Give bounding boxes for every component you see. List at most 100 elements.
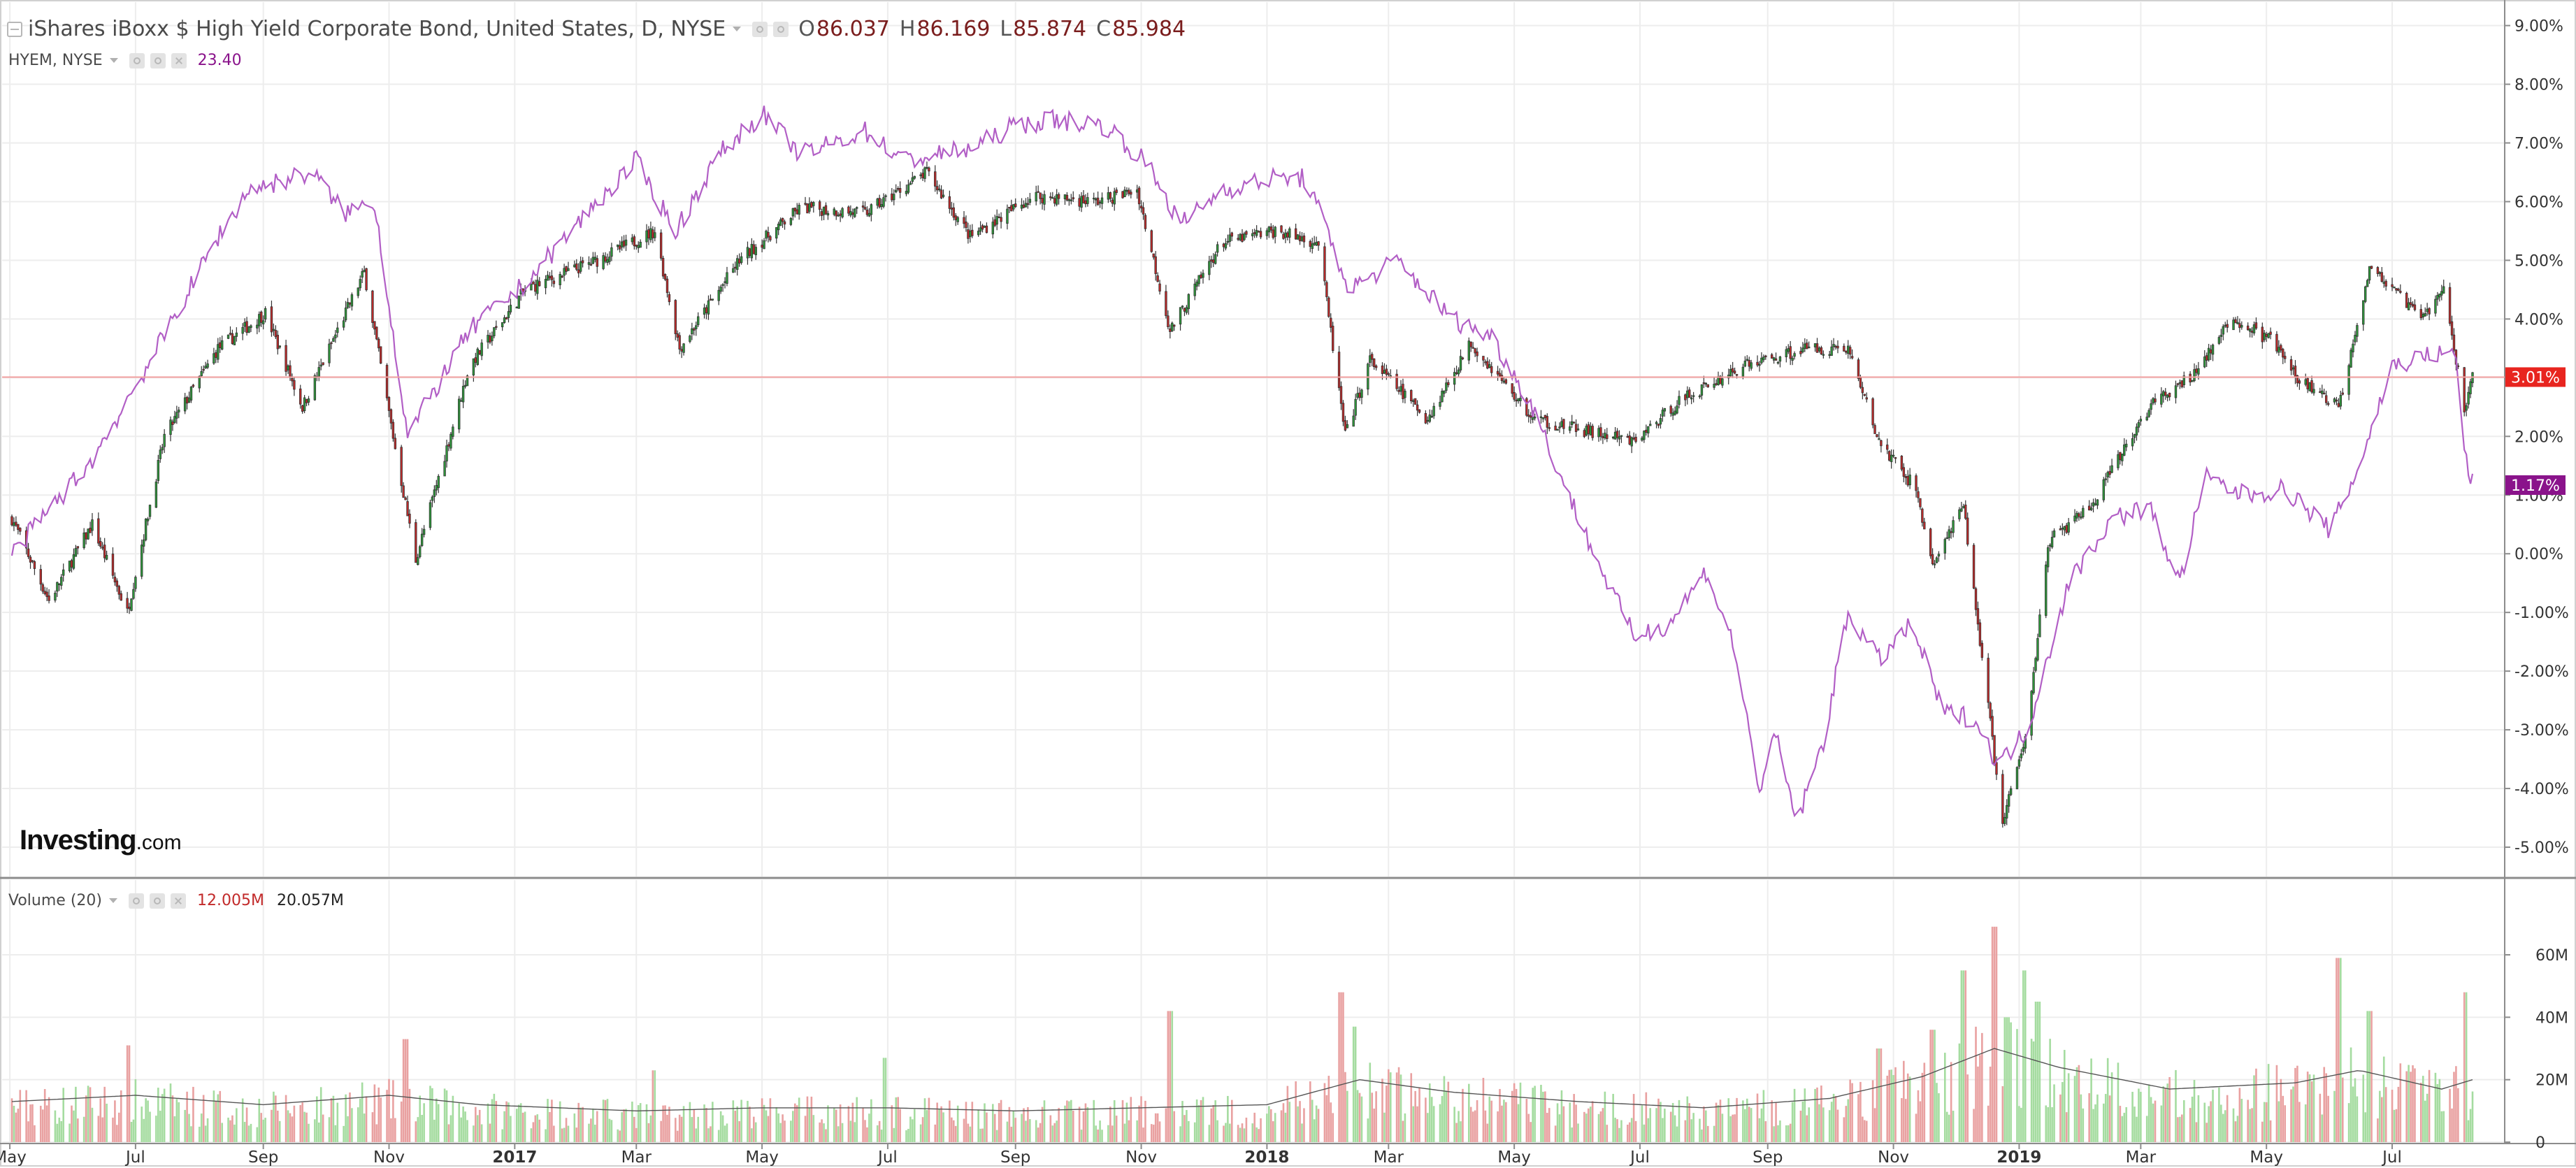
candle-body <box>2080 516 2082 519</box>
candle-body <box>1410 390 1413 401</box>
candle-body <box>532 281 535 284</box>
candle-body <box>913 175 916 179</box>
compare-series-legend[interactable]: HYEM, NYSE 23.40 <box>8 52 242 69</box>
volume-bar <box>1303 1108 1305 1142</box>
close-icon[interactable] <box>170 893 186 909</box>
volume-bar <box>1721 1113 1724 1142</box>
candle-body <box>1354 398 1357 416</box>
volume-bar <box>1462 1088 1464 1142</box>
volume-bar <box>1158 1121 1161 1142</box>
chevron-down-icon[interactable] <box>109 58 118 63</box>
candle-body <box>851 212 854 215</box>
volume-bar <box>2467 1120 2470 1142</box>
candle-body <box>2240 325 2243 328</box>
volume-bar <box>2410 1072 2412 1142</box>
volume-bar <box>604 1099 607 1142</box>
volume-bar <box>2179 1116 2181 1142</box>
candle-body <box>1758 363 1761 366</box>
last-price-badge <box>2505 367 2566 387</box>
volume-bar <box>2463 992 2466 1142</box>
low-key: L <box>1000 17 1012 41</box>
candle-body <box>126 598 129 609</box>
candle-body <box>2440 291 2443 296</box>
volume-bar <box>219 1090 222 1142</box>
volume-bar <box>118 1112 120 1142</box>
candle-body <box>1341 403 1345 422</box>
volume-bar <box>1173 1111 1176 1142</box>
candle-body <box>1051 197 1054 199</box>
settings-icon[interactable] <box>752 21 768 37</box>
volume-bar <box>2220 1104 2222 1142</box>
candle-body <box>1288 228 1291 238</box>
candle-body <box>2350 349 2352 368</box>
candle-body <box>317 367 320 377</box>
main-series-legend[interactable]: iShares iBoxx $ High Yield Corporate Bon… <box>7 17 1186 41</box>
collapse-icon[interactable] <box>7 21 22 37</box>
candle-body <box>515 306 518 309</box>
candle-body <box>711 298 714 301</box>
volume-bar <box>1412 1106 1414 1142</box>
candle-body <box>334 334 337 338</box>
close-icon[interactable] <box>171 52 187 69</box>
candle-body <box>1315 242 1318 246</box>
volume-legend[interactable]: Volume (20) 12.005M 20.057M <box>8 892 344 909</box>
candle-body <box>1137 187 1141 205</box>
candle-body <box>581 260 584 264</box>
time-axis[interactable]: May Jul Sep Nov 2017 Mar May Jul Sep Nov 2018 Mar Ma… <box>0 1144 2402 1167</box>
candle-body <box>624 239 628 246</box>
volume-bar <box>1632 1094 1635 1142</box>
chevron-down-icon[interactable] <box>733 27 742 31</box>
volume-bar <box>732 1100 735 1142</box>
candle-body <box>2131 438 2134 447</box>
volume-bar <box>336 1102 339 1142</box>
volume-bar <box>1008 1106 1011 1142</box>
chevron-down-icon[interactable] <box>108 898 117 903</box>
y-tick-label: 5.00% <box>2514 252 2563 270</box>
volume-bar <box>645 1104 648 1142</box>
volume-bar <box>1616 1119 1618 1142</box>
visibility-icon[interactable] <box>129 52 145 69</box>
settings-icon[interactable] <box>149 893 165 909</box>
volume-bar <box>1727 1098 1730 1142</box>
y-tick-label: 0.00% <box>2514 546 2563 563</box>
volume-bar <box>2352 1086 2354 1142</box>
price-axis[interactable]: 9.00%8.00%7.00%6.00%5.00%4.00%3.00%2.00%… <box>2505 18 2569 857</box>
volume-bar <box>273 1091 275 1142</box>
candle-body <box>1125 189 1128 192</box>
candle-body <box>171 421 174 425</box>
volume-tick-label: 0 <box>2535 1134 2545 1152</box>
volume-bar <box>159 1111 161 1142</box>
candle-body <box>1713 384 1715 388</box>
volume-bar <box>62 1088 64 1142</box>
candle-body <box>647 229 650 239</box>
volume-bar <box>1258 1129 1260 1142</box>
candle-body <box>2352 343 2354 353</box>
volume-bar <box>120 1090 122 1142</box>
volume-bar <box>1525 1099 1528 1142</box>
candle-body <box>1100 197 1104 204</box>
volume-bar <box>2075 1067 2078 1142</box>
volume-bar <box>508 1102 510 1142</box>
candle-body <box>491 336 494 342</box>
candle-body <box>1200 274 1202 278</box>
settings-icon[interactable] <box>150 52 166 69</box>
volume-bar <box>1130 1097 1132 1142</box>
volume-bar <box>473 1125 475 1142</box>
volume-bar <box>1340 992 1342 1142</box>
candle-body <box>909 182 912 185</box>
volume-bar <box>71 1105 73 1142</box>
candle-body <box>1674 410 1676 415</box>
candle-body <box>472 358 475 376</box>
candle-body <box>1139 206 1143 209</box>
format-icon[interactable] <box>773 21 789 37</box>
volume-bar <box>2370 1011 2373 1142</box>
candle-body <box>2335 399 2338 402</box>
candle-body <box>737 259 741 264</box>
volume-bar <box>993 1113 996 1142</box>
candle-body <box>43 591 46 594</box>
volume-bar <box>1878 1048 1880 1142</box>
visibility-icon[interactable] <box>128 893 144 909</box>
volume-bar <box>1688 1103 1691 1142</box>
